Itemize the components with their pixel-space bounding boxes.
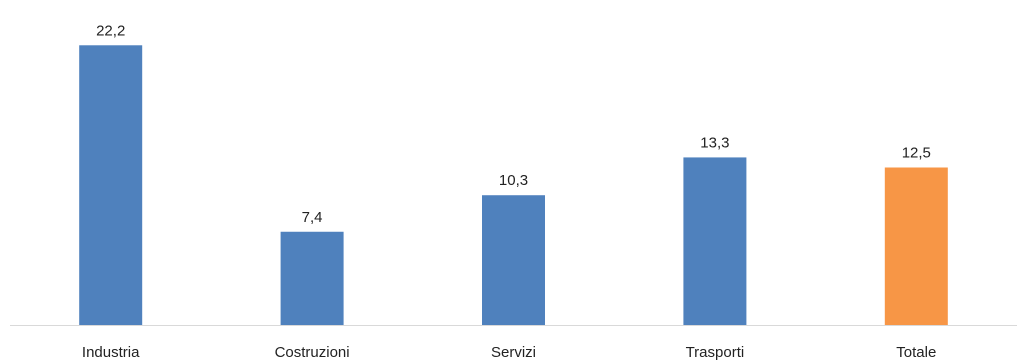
value-labels-group: 22,2 7,4 10,3 13,3 12,5 — [96, 22, 931, 225]
category-labels-group: Industria Costruzioni Servizi Trasporti Tota… — [82, 344, 936, 361]
bar-servizi — [482, 195, 545, 325]
value-label-totale: 12,5 — [902, 145, 931, 162]
category-label-trasporti: Trasporti — [686, 344, 745, 361]
value-label-costruzioni: 7,4 — [302, 209, 323, 226]
category-label-costruzioni: Costruzioni — [275, 344, 350, 361]
category-label-totale: Totale — [896, 344, 936, 361]
bar-trasporti — [683, 157, 747, 325]
bar-industria — [79, 45, 143, 325]
bar-totale — [884, 167, 948, 325]
category-label-industria: Industria — [82, 344, 140, 361]
bar-costruzioni — [280, 231, 344, 325]
bars-group — [79, 45, 948, 325]
value-label-industria: 22,2 — [96, 22, 125, 39]
value-label-servizi: 10,3 — [499, 172, 528, 189]
category-label-servizi: Servizi — [491, 344, 536, 361]
value-label-trasporti: 13,3 — [700, 134, 729, 151]
